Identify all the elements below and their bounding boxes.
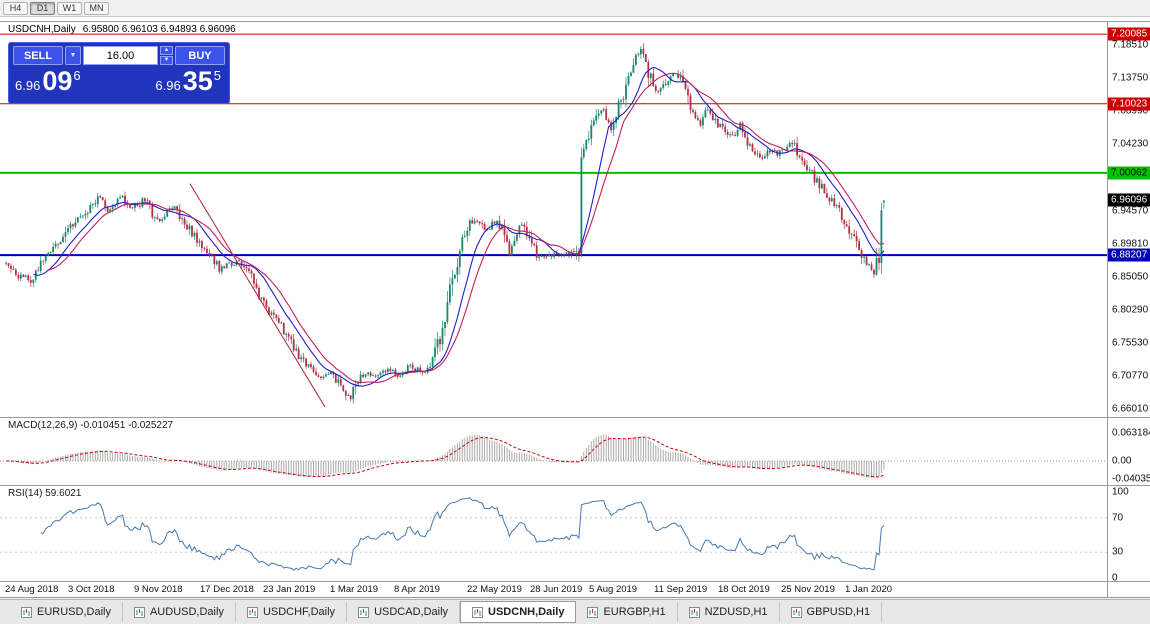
tab-gbpusd-h1[interactable]: GBPUSD,H1 xyxy=(780,602,883,622)
spin-up-icon[interactable]: ▲ xyxy=(160,46,173,55)
macd-histogram xyxy=(8,434,885,479)
tab-label: EURGBP,H1 xyxy=(603,606,666,618)
spin-down-icon[interactable]: ▼ xyxy=(160,56,173,65)
tab-label: NZDUSD,H1 xyxy=(704,606,768,618)
chart-icon xyxy=(246,606,258,618)
tab-usdchf-daily[interactable]: USDCHF,Daily xyxy=(236,602,348,622)
buy-price-pip: 5 xyxy=(213,68,221,83)
tab-label: USDCNH,Daily xyxy=(488,606,565,618)
bear-candle-bodies xyxy=(7,49,880,400)
sell-price-pip: 6 xyxy=(73,68,81,83)
timeframe-button-h4[interactable]: H4 xyxy=(3,1,28,15)
tab-usdcad-daily[interactable]: USDCAD,Daily xyxy=(347,602,461,622)
timeframe-button-d1[interactable]: D1 xyxy=(30,1,55,15)
tab-label: USDCAD,Daily xyxy=(374,606,449,618)
sell-price-big-digits: 09 xyxy=(42,66,73,96)
volume-spinner: ▲ ▼ xyxy=(160,46,173,65)
tab-label: EURUSD,Daily xyxy=(37,606,111,618)
chart-icon xyxy=(688,606,700,618)
chart-icon xyxy=(133,606,145,618)
rsi-line xyxy=(40,497,885,571)
chevron-down-icon: ▼ xyxy=(69,52,77,59)
volume-input[interactable] xyxy=(83,46,158,65)
chart-icon xyxy=(358,606,370,618)
tab-label: GBPUSD,H1 xyxy=(806,606,871,618)
buy-price-big-digits: 35 xyxy=(182,66,213,96)
chart-icon xyxy=(472,606,484,618)
chart-icon xyxy=(790,606,802,618)
timeframe-button-w1[interactable]: W1 xyxy=(57,1,82,15)
sell-price-prefix: 6.96 xyxy=(15,78,41,93)
chart-canvas-background xyxy=(0,17,1150,598)
ma-slow-line xyxy=(48,72,885,383)
tab-nzdusd-h1[interactable]: NZDUSD,H1 xyxy=(678,602,780,622)
tab-eurgbp-h1[interactable]: EURGBP,H1 xyxy=(576,602,678,622)
chart-tabs-bar: EURUSD,Daily AUDUSD,Daily USDCHF,Daily USDC… xyxy=(0,599,1150,624)
tab-eurusd-daily[interactable]: EURUSD,Daily xyxy=(10,602,123,622)
chart-icon xyxy=(21,606,32,618)
trendline[interactable] xyxy=(189,183,326,408)
sell-button[interactable]: SELL xyxy=(13,46,63,65)
chart-icon xyxy=(587,606,599,618)
tab-label: AUDUSD,Daily xyxy=(149,606,224,618)
macd-signal-line xyxy=(6,436,885,478)
buy-price-prefix: 6.96 xyxy=(155,78,181,93)
volume-dropdown-button[interactable]: ▼ xyxy=(65,46,81,65)
bid-ask-prices: 6.96 09 6 6.96 35 5 xyxy=(13,65,225,97)
tab-usdcnh-daily[interactable]: USDCNH,Daily xyxy=(460,601,577,623)
order-controls-row: SELL ▼ ▲ ▼ BUY xyxy=(13,46,225,65)
timeframe-toolbar: H4 D1 W1 MN xyxy=(0,0,1150,17)
ma-fast-line xyxy=(33,66,885,387)
buy-button[interactable]: BUY xyxy=(175,46,225,65)
timeframe-button-mn[interactable]: MN xyxy=(84,1,109,15)
sell-price: 6.96 09 6 xyxy=(15,66,81,97)
tab-audusd-daily[interactable]: AUDUSD,Daily xyxy=(123,602,236,622)
tab-label: USDCHF,Daily xyxy=(262,606,336,618)
buy-price: 6.96 35 5 xyxy=(155,66,221,97)
